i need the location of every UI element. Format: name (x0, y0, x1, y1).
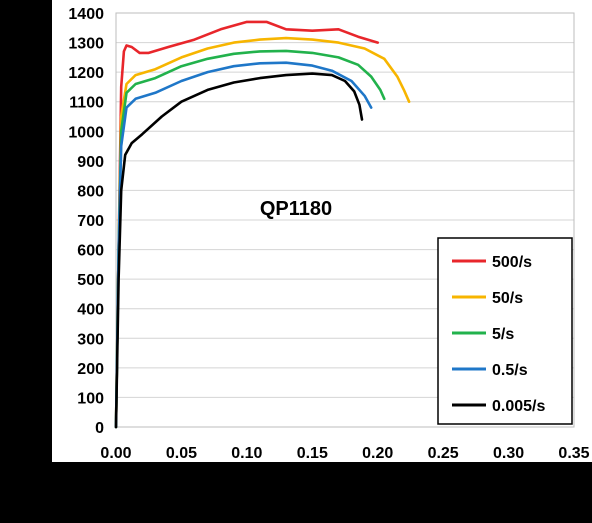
y-tick-label-100: 100 (77, 390, 104, 407)
x-tick-label-0.25: 0.25 (428, 445, 459, 462)
y-tick-label-600: 600 (77, 243, 104, 260)
legend-label-50-s: 50/s (492, 290, 523, 307)
y-tick-label-500: 500 (77, 272, 104, 289)
y-tick-label-1000: 1000 (68, 124, 104, 141)
y-tick-label-700: 700 (77, 213, 104, 230)
x-tick-label-0.05: 0.05 (166, 445, 197, 462)
x-axis-tick-labels: 0.00 0.05 0.10 0.15 0.20 0.25 0.30 0.35 (100, 445, 589, 462)
legend-label-500-s: 500/s (492, 254, 532, 271)
y-tick-label-1200: 1200 (68, 65, 104, 82)
legend-label-5-s: 5/s (492, 326, 514, 343)
series-line-0-005-s (114, 72, 364, 429)
y-tick-label-200: 200 (77, 361, 104, 378)
legend-label-0-5-s: 0.5/s (492, 362, 528, 379)
x-tick-label-0.20: 0.20 (362, 445, 393, 462)
series-line-0-5-s (114, 61, 373, 429)
x-tick-label-0.15: 0.15 (297, 445, 328, 462)
series-line-50-s (114, 36, 411, 429)
x-tick-label-0.10: 0.10 (231, 445, 262, 462)
legend-label-0-005-s: 0.005/s (492, 398, 545, 415)
series-lines (114, 20, 411, 429)
plot-area-frame (115, 12, 575, 428)
y-tick-label-800: 800 (77, 183, 104, 200)
series-line-500-s (114, 20, 379, 429)
legend: 500/s 50/s 5/s 0.5/s 0.005/s (437, 237, 573, 425)
legend-box (437, 237, 573, 425)
y-tick-label-300: 300 (77, 331, 104, 348)
y-tick-label-900: 900 (77, 154, 104, 171)
y-tick-label-400: 400 (77, 302, 104, 319)
y-tick-label-1400: 1400 (68, 6, 104, 23)
y-tick-label-0: 0 (95, 420, 104, 437)
x-tick-label-0.35: 0.35 (558, 445, 589, 462)
series-line-5-s (114, 49, 386, 429)
x-tick-label-0.00: 0.00 (100, 445, 131, 462)
y-axis-tick-labels: 0 100 200 300 400 500 600 700 800 900 1000 1100 1200… (68, 6, 104, 437)
y-tick-label-1100: 1100 (69, 95, 104, 112)
chart-title: QP1180 (260, 198, 332, 220)
x-tick-label-0.30: 0.30 (493, 445, 524, 462)
y-tick-label-1300: 1300 (68, 36, 104, 53)
